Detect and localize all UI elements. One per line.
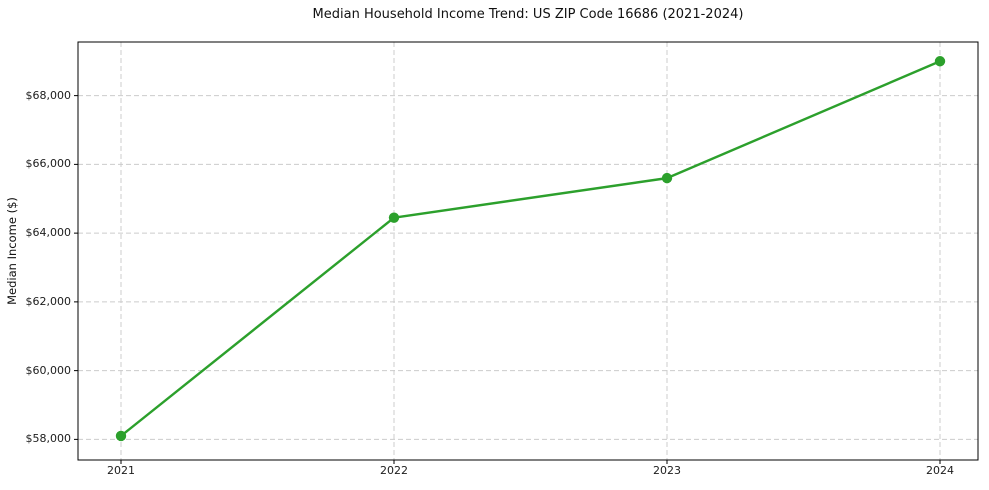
chart-title: Median Household Income Trend: US ZIP Co…: [312, 7, 744, 22]
x-tick-label: 2022: [380, 464, 408, 477]
y-tick-label: $62,000: [25, 294, 72, 308]
y-tick-label: $68,000: [25, 88, 72, 102]
y-tick-label: $58,000: [25, 432, 72, 446]
y-tick-label: $66,000: [25, 157, 72, 171]
trend-line: [119, 60, 942, 438]
x-tick-label: 2021: [107, 464, 135, 477]
plot-border: [77, 41, 979, 461]
data-point-2022: [388, 212, 400, 223]
data-point-2021: [115, 430, 127, 442]
data-point-2024: [934, 56, 946, 67]
x-tick-label: 2023: [653, 464, 681, 477]
x-tick-label: 2024: [926, 464, 954, 477]
y-tick-label: $64,000: [25, 226, 72, 240]
data-point-2023: [661, 172, 673, 184]
y-tick-label: $60,000: [25, 363, 72, 377]
